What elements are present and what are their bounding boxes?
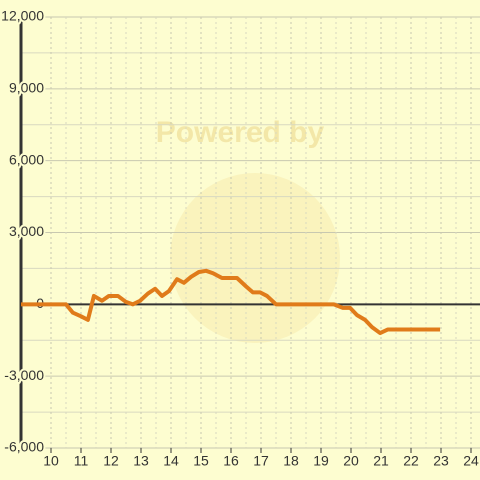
- y-tick-label: -3,000: [4, 367, 44, 383]
- x-tick-label: 19: [313, 453, 329, 469]
- y-tick-label: -6,000: [4, 439, 44, 455]
- x-tick-label: 17: [253, 453, 269, 469]
- x-tick-label: 16: [223, 453, 239, 469]
- y-tick-label: 9,000: [9, 80, 44, 96]
- y-tick-label: 6,000: [9, 151, 44, 167]
- data-line: [21, 268, 441, 336]
- x-tick-label: 24: [463, 453, 479, 469]
- x-tick-label: 20: [343, 453, 359, 469]
- x-tick-label: 21: [373, 453, 389, 469]
- x-tick-label: 15: [193, 453, 209, 469]
- y-tick-label: 12,000: [1, 8, 44, 24]
- x-tick-label: 12: [103, 453, 119, 469]
- x-tick-label: 14: [163, 453, 179, 469]
- x-tick-label: 11: [74, 453, 89, 469]
- x-tick-label: 10: [43, 453, 59, 469]
- y-tick-label: 3,000: [9, 223, 44, 239]
- x-tick-label: 23: [433, 453, 449, 469]
- x-tick-label: 18: [283, 453, 299, 469]
- x-tick-label: 22: [403, 453, 419, 469]
- x-tick-label: 13: [133, 453, 149, 469]
- watermark-logo: [170, 173, 340, 343]
- watermark: Powered by: [156, 116, 325, 149]
